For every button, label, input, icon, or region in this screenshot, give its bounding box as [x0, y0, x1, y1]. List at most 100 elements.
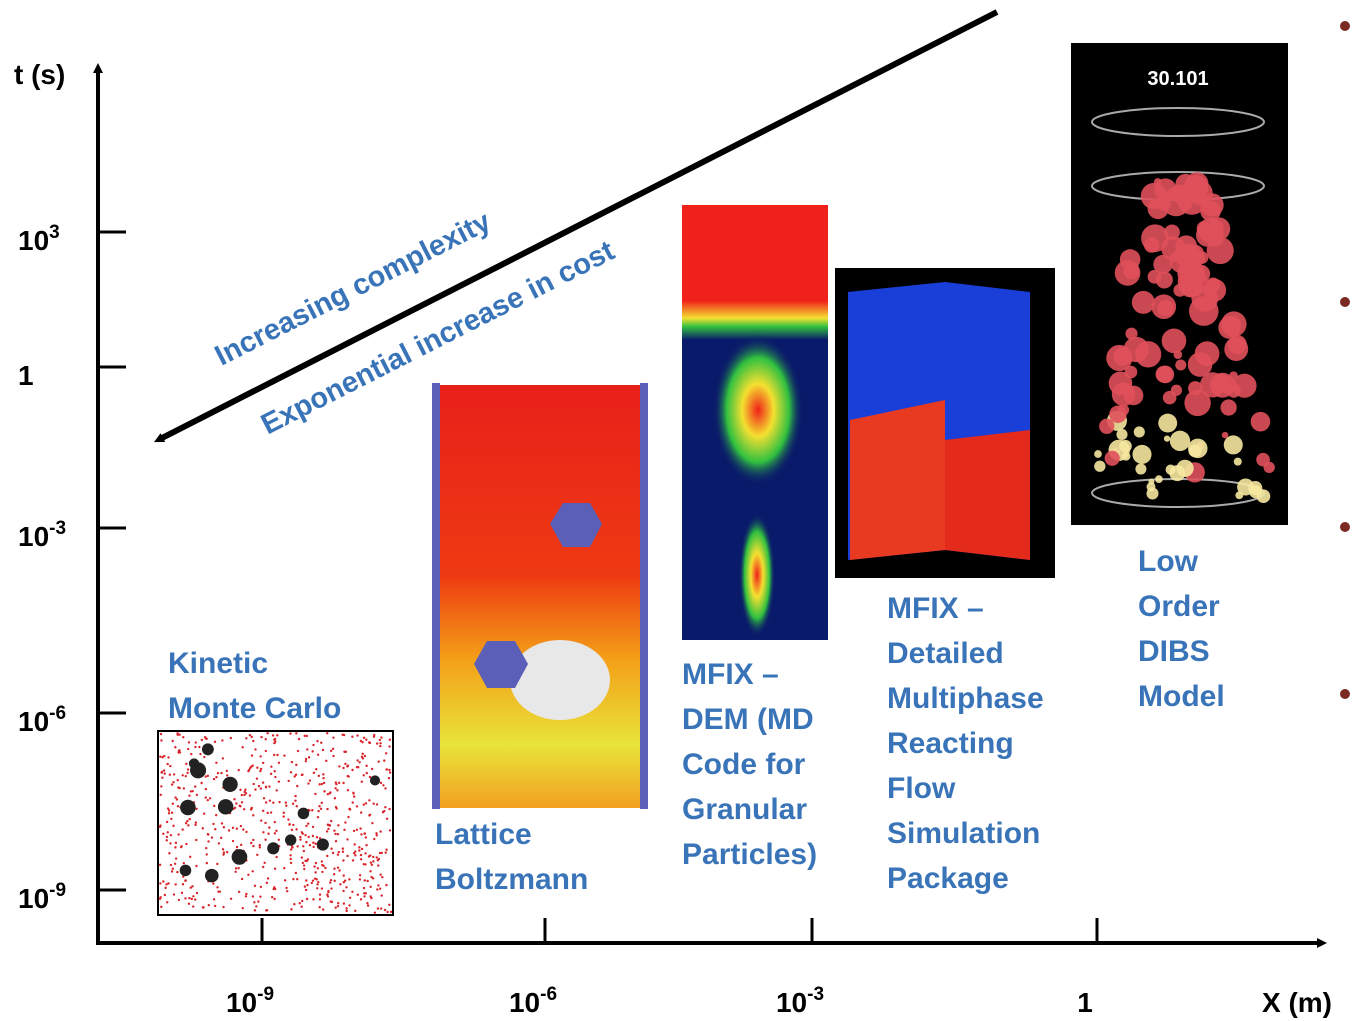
dot	[278, 839, 280, 841]
dot	[372, 803, 374, 805]
dot	[329, 791, 331, 793]
cluster	[218, 799, 233, 814]
dot	[185, 763, 187, 765]
dot	[194, 898, 196, 900]
dot	[316, 887, 318, 889]
dot	[243, 794, 245, 796]
tick-label: 10-6	[18, 703, 66, 737]
dot	[302, 845, 304, 847]
bubble	[1134, 426, 1145, 437]
dot	[232, 827, 234, 829]
dot	[267, 877, 269, 879]
dot	[365, 844, 367, 846]
dot	[188, 897, 190, 899]
dot	[265, 738, 267, 740]
dot	[170, 818, 172, 820]
dot	[338, 851, 340, 853]
cluster	[298, 808, 310, 820]
image-field	[510, 640, 610, 720]
dot	[176, 798, 178, 800]
dot	[273, 898, 275, 900]
dot	[365, 765, 367, 767]
dot	[175, 857, 177, 859]
dot	[162, 833, 164, 835]
dot	[177, 786, 179, 788]
dot	[174, 846, 176, 848]
method-label: Granular	[682, 793, 807, 826]
dot	[306, 748, 308, 750]
dot	[256, 767, 258, 769]
dot	[265, 750, 267, 752]
dot	[327, 828, 329, 830]
dot	[327, 891, 329, 893]
dot	[321, 860, 323, 862]
dot	[245, 895, 247, 897]
dot	[338, 869, 340, 871]
dot	[326, 808, 328, 810]
dot	[269, 799, 271, 801]
dot	[303, 868, 305, 870]
dot	[211, 836, 213, 838]
dot	[372, 856, 374, 858]
dot	[242, 828, 244, 830]
dot	[330, 847, 332, 849]
dot	[185, 775, 187, 777]
dot	[299, 838, 301, 840]
dot	[338, 782, 340, 784]
dot	[187, 824, 189, 826]
dot	[356, 805, 358, 807]
dot	[248, 769, 250, 771]
simulation-time: 30.101	[1147, 68, 1208, 90]
dot	[262, 781, 264, 783]
cluster	[202, 743, 214, 755]
dot	[293, 903, 295, 905]
dot	[366, 772, 368, 774]
dot	[223, 826, 225, 828]
method-label: Low	[1138, 545, 1199, 578]
dot	[178, 899, 180, 901]
tick-exponent: -6	[540, 984, 557, 1005]
dot	[275, 856, 277, 858]
dot	[221, 822, 223, 824]
dot	[320, 741, 322, 743]
dot	[343, 829, 345, 831]
dot	[327, 895, 329, 897]
dot	[190, 790, 192, 792]
dot	[226, 851, 228, 853]
dot	[188, 741, 190, 743]
reactor	[945, 430, 1030, 560]
bubble	[1166, 464, 1176, 474]
dot	[323, 782, 325, 784]
dot	[191, 885, 193, 887]
dot	[330, 887, 332, 889]
dot	[377, 859, 379, 861]
dot	[374, 911, 376, 913]
dot	[321, 864, 323, 866]
dot	[275, 830, 277, 832]
lattice-image	[432, 383, 648, 809]
dot	[379, 830, 381, 832]
dot	[177, 805, 179, 807]
dot	[195, 839, 197, 841]
dot	[376, 803, 378, 805]
dot	[305, 760, 307, 762]
dot	[348, 904, 350, 906]
bubble	[1170, 431, 1190, 451]
dot	[363, 832, 365, 834]
dot	[285, 801, 287, 803]
dem-image	[682, 205, 828, 640]
dot	[354, 854, 356, 856]
dot	[241, 794, 243, 796]
dot	[303, 850, 305, 852]
dot	[320, 808, 322, 810]
dot	[365, 738, 367, 740]
dot	[182, 883, 184, 885]
dot	[167, 831, 169, 833]
dot	[196, 892, 198, 894]
tick-exponent: -3	[49, 518, 66, 539]
bubble	[1135, 464, 1146, 475]
dot	[290, 771, 292, 773]
tick-label: 10-6	[509, 984, 557, 1018]
dot	[363, 737, 365, 739]
dot	[319, 893, 321, 895]
